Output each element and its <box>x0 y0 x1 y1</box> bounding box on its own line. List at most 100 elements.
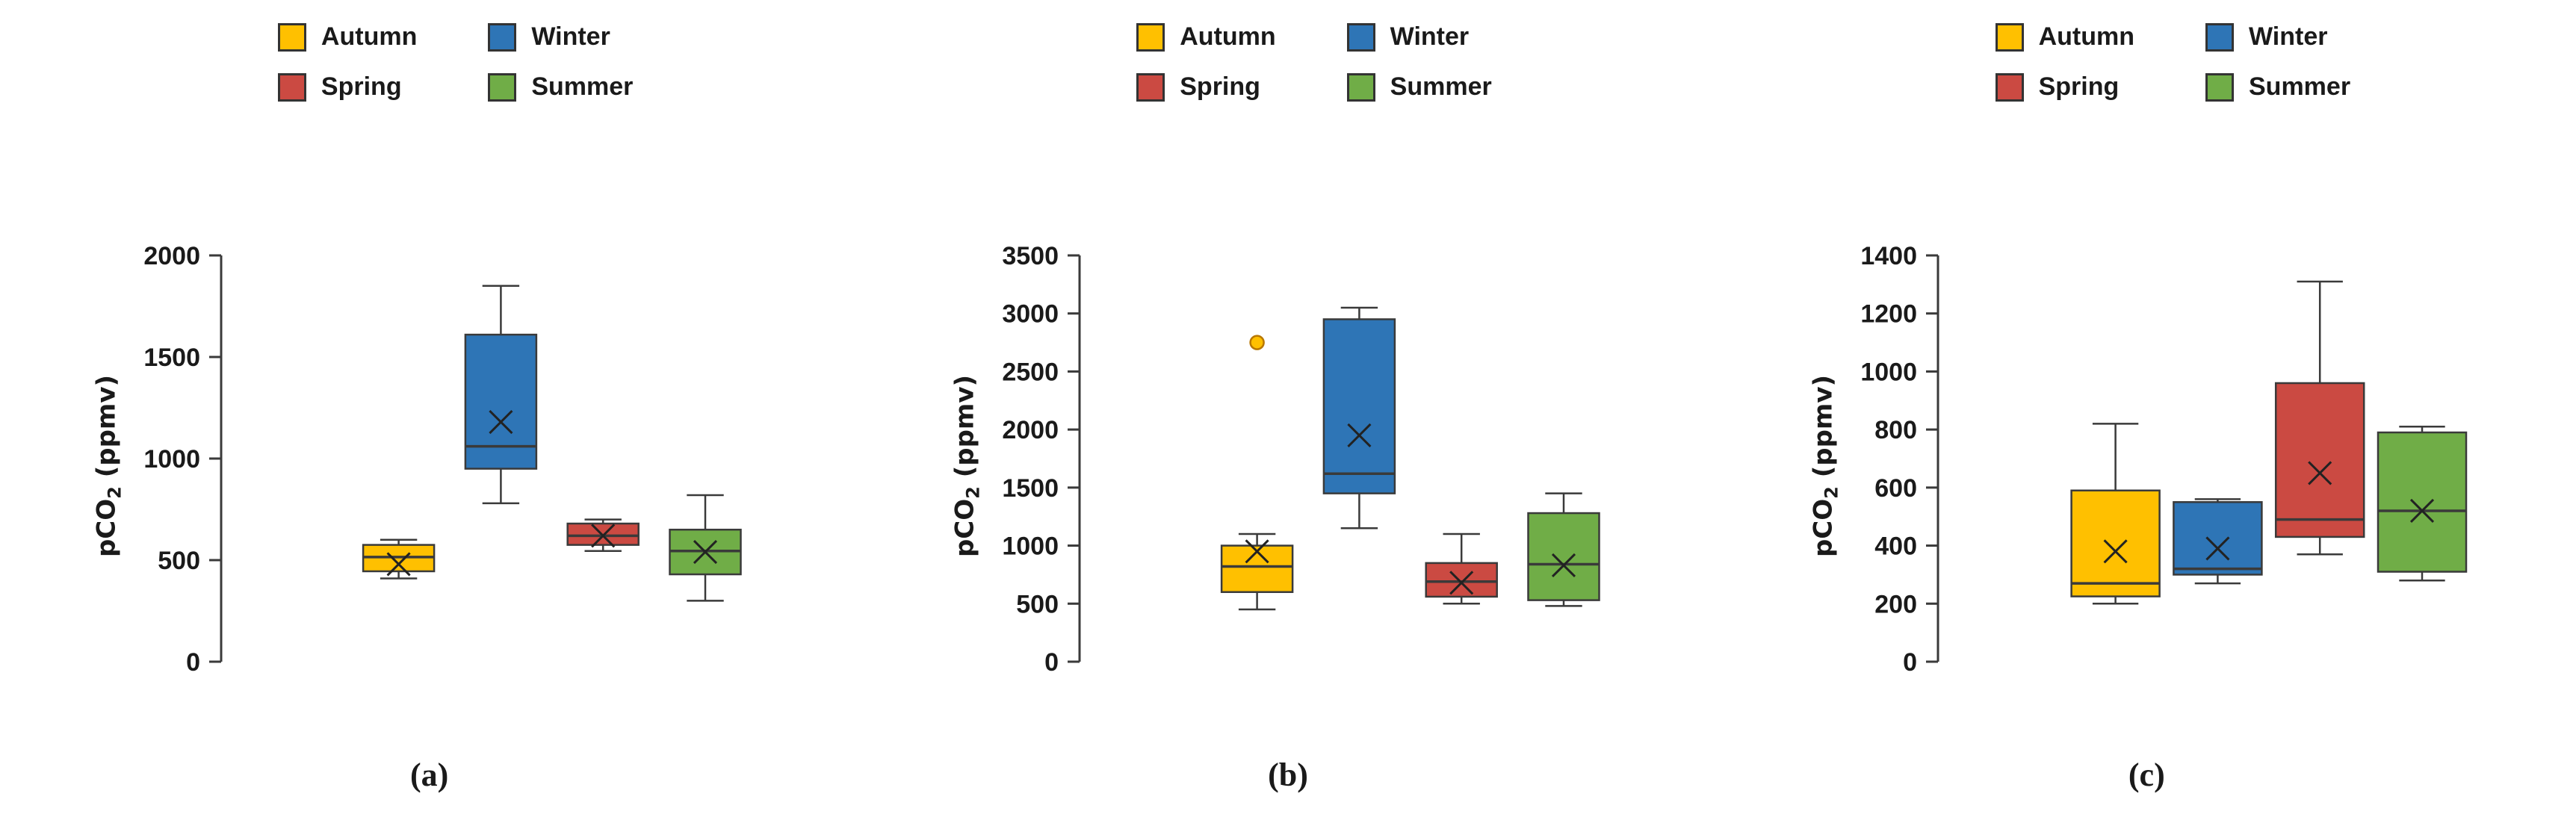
panel-c: Autumn Winter Spring Summer pCO2 (ppmv) 0 20… <box>1718 0 2576 826</box>
y-tick-label: 1500 <box>1002 474 1059 503</box>
box-spring <box>1425 532 1498 605</box>
y-tick-label: 0 <box>186 648 200 677</box>
iqr-box <box>2173 501 2263 576</box>
mean-marker <box>2410 498 2435 524</box>
ylabel-unit: (ppmv) <box>91 374 122 487</box>
y-tick-label: 0 <box>1903 648 1917 677</box>
legend-item-summer: Summer <box>488 72 633 102</box>
y-tick-label: 200 <box>1875 590 1918 618</box>
y-tick-label: 3000 <box>1002 300 1059 329</box>
y-tick-label: 2500 <box>1002 358 1059 386</box>
legend-label: Spring <box>2038 72 2120 101</box>
ylabel-text: pCO <box>1808 498 1839 558</box>
legend-swatch-spring <box>1136 72 1165 102</box>
box-winter <box>464 285 537 505</box>
mean-marker <box>1551 553 1576 578</box>
legend-label: Autumn <box>1180 22 1276 51</box>
chart-area-c: pCO2 (ppmv) 0 200 400 600 800 1000 1200 1400 <box>1718 235 2576 698</box>
box-autumn <box>2070 423 2161 605</box>
y-tick-label: 800 <box>1875 416 1918 444</box>
boxplot-chart-b: 0 500 1000 1500 2000 2500 3000 3500 <box>1002 242 1600 677</box>
y-tick-label: 500 <box>158 547 200 575</box>
ylabel-subscript: 2 <box>1821 486 1842 499</box>
mean-marker <box>1245 539 1269 564</box>
legend-swatch-autumn <box>1995 22 2024 52</box>
chart-area-b: pCO2 (ppmv) 0 500 1000 1500 2000 2500 3000 3500 <box>858 235 1717 698</box>
iqr-box <box>1322 318 1396 494</box>
mean-marker <box>386 552 411 577</box>
iqr-box <box>2377 431 2468 573</box>
legend-item-winter: Winter <box>2205 22 2350 52</box>
panel-caption-a: (a) <box>410 757 449 793</box>
panel-caption-c: (c) <box>2128 757 2165 793</box>
legend-item-winter: Winter <box>1346 22 1492 52</box>
y-axis-label: pCO2 (ppmv) <box>1809 375 1842 557</box>
box-summer <box>2377 426 2468 582</box>
legend-swatch-summer <box>1346 72 1375 102</box>
legend-swatch-winter <box>1346 22 1375 52</box>
y-tick-label: 3500 <box>1002 242 1059 270</box>
y-axis-title: pCO2 (ppmv) <box>1802 235 1848 698</box>
legend: Autumn Winter Spring Summer <box>1136 22 1492 102</box>
iqr-box <box>464 333 537 470</box>
iqr-box <box>1527 512 1600 601</box>
legend: Autumn Winter Spring Summer <box>1995 22 2351 102</box>
ylabel-unit: (ppmv) <box>1808 374 1839 487</box>
legend-swatch-autumn <box>277 22 306 52</box>
legend-item-autumn: Autumn <box>1136 22 1276 52</box>
y-tick-label: 1000 <box>1002 532 1059 561</box>
legend-label: Summer <box>1390 72 1492 101</box>
y-tick-label: 1500 <box>143 344 200 372</box>
box-autumn <box>1220 335 1294 611</box>
legend-item-spring: Spring <box>277 72 417 102</box>
legend-label: Autumn <box>2038 22 2134 51</box>
legend-swatch-autumn <box>1136 22 1165 52</box>
legend-item-spring: Spring <box>1995 72 2134 102</box>
legend-item-autumn: Autumn <box>1995 22 2134 52</box>
ylabel-unit: (ppmv) <box>950 374 980 487</box>
box-spring <box>2275 280 2365 556</box>
iqr-box <box>2070 489 2161 597</box>
legend-swatch-spring <box>277 72 306 102</box>
y-axis-label: pCO2 (ppmv) <box>91 375 125 557</box>
legend-label: Summer <box>531 72 634 101</box>
boxplot-chart-a: 0 500 1000 1500 2000 <box>143 242 742 677</box>
y-tick-label: 2000 <box>1002 416 1059 444</box>
box-summer <box>668 494 742 602</box>
legend-label: Autumn <box>321 22 418 51</box>
y-tick-label: 500 <box>1016 590 1059 618</box>
mean-marker <box>590 524 615 548</box>
legend-item-summer: Summer <box>1346 72 1492 102</box>
mean-marker <box>1347 423 1372 447</box>
legend-swatch-summer <box>488 72 517 102</box>
ylabel-text: pCO <box>950 498 980 558</box>
y-tick-label: 600 <box>1875 474 1918 503</box>
chart-area-a: pCO2 (ppmv) 0 500 1000 1500 2000 <box>0 235 858 698</box>
boxplot-chart-c: 0 200 400 600 800 1000 1200 1400 <box>1861 242 2468 677</box>
y-axis-title: pCO2 (ppmv) <box>944 235 990 698</box>
legend-item-winter: Winter <box>488 22 633 52</box>
panel-b: Autumn Winter Spring Summer pCO2 (ppmv) 0 50… <box>858 0 1717 826</box>
y-tick-label: 0 <box>1044 648 1059 677</box>
legend-label: Summer <box>2249 72 2351 101</box>
mean-marker <box>2103 539 2128 564</box>
legend-swatch-spring <box>1995 72 2024 102</box>
iqr-box <box>2275 382 2365 538</box>
y-tick-label: 400 <box>1875 532 1918 561</box>
y-tick-label: 1400 <box>1861 242 1918 270</box>
y-tick-label: 1000 <box>1861 358 1918 386</box>
mean-marker <box>488 409 513 435</box>
legend-label: Winter <box>531 22 610 51</box>
panel-a: Autumn Winter Spring Summer pCO2 (ppmv) 0 50… <box>0 0 858 826</box>
legend-label: Winter <box>1390 22 1470 51</box>
legend: Autumn Winter Spring Summer <box>277 22 633 102</box>
legend-item-autumn: Autumn <box>277 22 418 52</box>
y-tick-label: 2000 <box>143 242 200 270</box>
legend-label: Spring <box>321 72 402 101</box>
iqr-box <box>566 522 640 546</box>
y-axis-title: pCO2 (ppmv) <box>85 235 131 698</box>
legend-label: Spring <box>1180 72 1260 101</box>
legend-item-spring: Spring <box>1136 72 1275 102</box>
outlier-point <box>1249 335 1265 350</box>
